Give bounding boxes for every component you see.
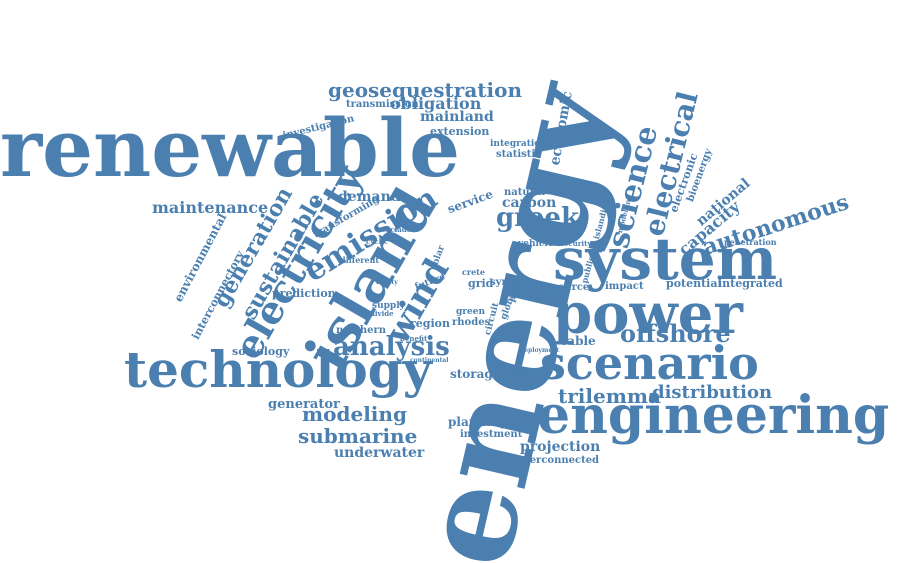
word-submarine: submarine bbox=[298, 424, 418, 448]
word-renewable: renewable bbox=[0, 101, 461, 195]
word-power: power bbox=[553, 281, 743, 347]
word-penetration: penetration bbox=[724, 237, 777, 247]
word-prediction: prediction bbox=[272, 287, 336, 300]
word-maintenance: maintenance bbox=[152, 198, 269, 217]
word-impact: impact bbox=[605, 281, 644, 292]
word-trilemma: trilemma bbox=[558, 384, 661, 408]
word-geosequestration: geosequestration bbox=[328, 78, 522, 102]
word-sociology: sociology bbox=[232, 345, 290, 358]
word-following: following bbox=[502, 367, 539, 376]
word-mainland: mainland bbox=[420, 109, 494, 125]
word-rhodes: rhodes bbox=[452, 317, 491, 328]
word-northern: northern bbox=[336, 325, 386, 336]
word-generator: generator bbox=[268, 397, 340, 412]
word-analysis: analysis bbox=[333, 332, 450, 362]
word-integrated: integrated bbox=[718, 277, 783, 290]
word-offshore: offshore bbox=[620, 319, 731, 348]
word-engineering: engineering bbox=[537, 385, 890, 446]
word-statistic: statistic bbox=[496, 149, 542, 160]
word-green: green bbox=[456, 307, 486, 317]
word-divide: divide bbox=[370, 309, 394, 318]
word-potential: potential bbox=[666, 277, 722, 290]
word-obligation: obligation bbox=[390, 94, 482, 113]
word-integration: integration bbox=[490, 139, 547, 149]
word-crete: crete bbox=[462, 267, 485, 277]
word-deployment: deployment bbox=[520, 347, 560, 354]
word-grid: grid bbox=[468, 277, 494, 290]
word-technology: technology bbox=[124, 340, 432, 399]
word-vehicle: vehicle bbox=[518, 239, 554, 249]
word-projection: projection bbox=[520, 439, 601, 455]
word-demand: demand bbox=[338, 189, 401, 205]
word-carbon: carbon bbox=[502, 195, 557, 211]
word-cable: cable bbox=[560, 334, 596, 348]
word-interconnected: interconnected bbox=[514, 455, 600, 466]
word-syros: syros bbox=[490, 277, 520, 288]
word-distribution: distribution bbox=[652, 382, 773, 403]
word-supply: supply bbox=[372, 301, 405, 311]
word-different: different bbox=[340, 255, 380, 265]
word-topic: topic bbox=[534, 285, 554, 294]
word-source: source bbox=[552, 282, 590, 293]
word-planning: planning bbox=[448, 415, 508, 429]
word-cyclades: cyclades bbox=[382, 225, 416, 234]
word-underwater: underwater bbox=[334, 445, 425, 461]
word-benefit: benefit bbox=[400, 334, 428, 343]
word-transmission: transmission bbox=[346, 99, 419, 110]
word-continental: continental bbox=[410, 357, 449, 364]
word-reality: reality bbox=[376, 279, 398, 286]
word-greek: greek bbox=[496, 203, 579, 233]
word-investment: investment bbox=[460, 429, 523, 440]
word-storage: storage bbox=[450, 367, 501, 381]
word-cyclic: cyclic bbox=[366, 237, 389, 246]
word-modeling: modeling bbox=[302, 402, 407, 426]
word-natural: natural bbox=[504, 187, 546, 198]
word-security: security bbox=[560, 239, 592, 248]
word-scenario: scenario bbox=[540, 336, 759, 390]
word-extension: extension bbox=[430, 125, 490, 138]
word-region: region bbox=[410, 317, 450, 330]
word-system: system bbox=[553, 225, 778, 293]
